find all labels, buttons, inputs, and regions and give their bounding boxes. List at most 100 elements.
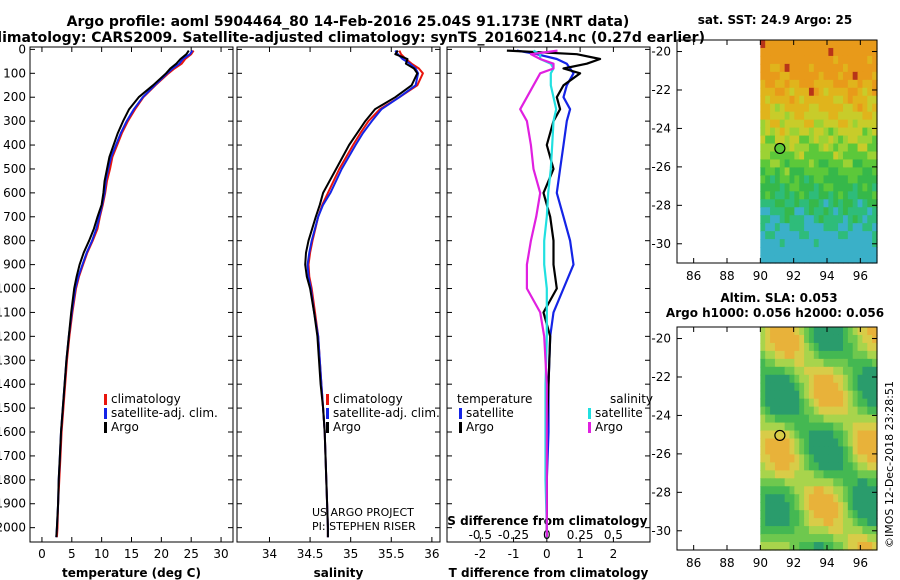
heatmap-cell (765, 430, 771, 440)
heatmap-cell (813, 151, 820, 161)
series-argo (55, 50, 190, 538)
heatmap-cell (823, 406, 829, 416)
heatmap-cell (779, 358, 786, 368)
heatmap-cell (808, 350, 815, 360)
heatmap-cell (842, 143, 849, 153)
heatmap-cell (789, 374, 795, 384)
heatmap-cell (872, 135, 878, 145)
heatmap-cell (872, 47, 878, 57)
heatmap-cell (842, 462, 849, 471)
heatmap-cell (828, 454, 834, 463)
heatmap-cell (779, 231, 786, 240)
heatmap-cell (867, 55, 873, 65)
heatmap-cell (838, 223, 844, 232)
heatmap-cell (833, 390, 839, 400)
heatmap-cell (838, 518, 844, 527)
heatmap-cell (842, 422, 849, 432)
heatmap-cell (872, 446, 878, 456)
heatmap-cell (818, 247, 825, 256)
heatmap-cell (804, 55, 810, 65)
heatmap-cell (799, 231, 805, 240)
y-tick-label: 200 (3, 90, 26, 104)
heatmap-cell (804, 350, 810, 360)
heatmap-cell (852, 95, 859, 105)
heatmap-cell (838, 422, 844, 432)
map-frame (676, 39, 878, 264)
heatmap-cell (867, 215, 873, 224)
heatmap-cell (842, 47, 849, 57)
heatmap-cell (774, 454, 781, 463)
heatmap-cell (789, 534, 795, 543)
heatmap-cell (794, 334, 800, 344)
heatmap-cell (867, 398, 873, 408)
heatmap-cell (818, 47, 825, 57)
heatmap-cell (833, 79, 839, 89)
heatmap-cell (770, 542, 776, 551)
heatmap-cell (823, 95, 829, 105)
heatmap-cell (813, 223, 820, 232)
heatmap-cell (779, 350, 786, 360)
heatmap-cell (804, 199, 810, 208)
heatmap-cell (760, 40, 766, 49)
heatmap-cell (862, 534, 868, 543)
heatmap-cell (789, 358, 795, 368)
heatmap-cell (813, 470, 820, 479)
heatmap-cell (838, 111, 844, 121)
heatmap-cell (804, 71, 810, 81)
heatmap-cell (857, 63, 864, 73)
heatmap-cell (818, 406, 825, 416)
heatmap-cell (838, 390, 844, 400)
heatmap-cell (833, 478, 839, 487)
heatmap-cell (760, 71, 766, 81)
heatmap-cell (823, 454, 829, 463)
heatmap-cell (828, 542, 834, 551)
heatmap-cell (774, 478, 781, 487)
heatmap-cell (779, 502, 786, 511)
heatmap-cell (799, 382, 805, 392)
heatmap-cell (804, 342, 810, 352)
heatmap-cell (857, 422, 864, 432)
y-tick-label: 700 (3, 210, 26, 224)
heatmap-cell (808, 366, 815, 376)
heatmap-cell (862, 159, 868, 169)
heatmap-cell (765, 518, 771, 527)
heatmap-cell (799, 438, 805, 448)
heatmap-cell (818, 223, 825, 232)
heatmap-cell (808, 518, 815, 527)
heatmap-cell (765, 502, 771, 511)
heatmap-cell (842, 199, 849, 208)
heatmap-cell (833, 542, 839, 551)
heatmap-cell (794, 231, 800, 240)
heatmap-cell (838, 406, 844, 416)
heatmap-cell (813, 438, 820, 448)
x-tick-label: -2 (474, 547, 486, 561)
heatmap-cell (852, 398, 859, 408)
heatmap-cell (779, 215, 786, 224)
heatmap-cell (857, 119, 864, 129)
heatmap-cell (852, 103, 859, 113)
heatmap-cell (842, 167, 849, 176)
heatmap-cell (872, 95, 878, 105)
heatmap-cell (818, 135, 825, 145)
heatmap-cell (872, 358, 878, 368)
heatmap-cell (799, 327, 805, 336)
heatmap-cell (813, 446, 820, 456)
heatmap-cell (857, 486, 864, 495)
heatmap-cell (784, 502, 791, 511)
heatmap-cell (842, 207, 849, 216)
heatmap-cell (847, 542, 854, 551)
y-tick-label: 1300 (0, 353, 26, 367)
heatmap-cell (872, 327, 878, 336)
heatmap-cell (760, 175, 766, 184)
heatmap-cell (804, 518, 810, 527)
heatmap-cell (774, 366, 781, 376)
heatmap-cell (847, 143, 854, 153)
secondary-tick-label: 0.25 (567, 528, 594, 542)
heatmap-cell (779, 47, 786, 57)
heatmap-cell (857, 398, 864, 408)
heatmap-cell (804, 183, 810, 192)
heatmap-cell (760, 127, 766, 137)
y-tick-label: 0 (18, 42, 26, 56)
heatmap-cell (779, 406, 786, 416)
heatmap-cell (760, 526, 766, 535)
